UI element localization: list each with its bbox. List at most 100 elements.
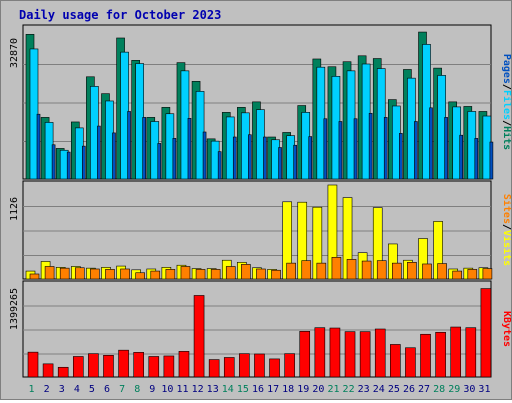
legend-entry: Hits (501, 126, 511, 150)
legend-entry: Files (501, 90, 511, 120)
bar-kbytes (72, 356, 84, 378)
day-label: 12 (192, 384, 204, 395)
bar-pages (217, 151, 222, 180)
bar-sites (301, 260, 312, 280)
bar-kbytes (163, 355, 175, 378)
bar-sites (74, 267, 85, 280)
bar-sites (452, 270, 463, 280)
bar-sites (361, 260, 372, 280)
day-label: 28 (433, 384, 445, 395)
bar-kbytes (193, 295, 205, 378)
legend-entry: / (501, 224, 511, 230)
bar-kbytes (284, 353, 295, 378)
bar-pages (474, 138, 479, 180)
y-max-label: 1399265 (9, 288, 20, 330)
bar-kbytes (420, 333, 431, 378)
bar-sites (180, 266, 191, 280)
bar-kbytes (208, 359, 220, 378)
bar-pages (399, 133, 403, 180)
bar-sites (29, 273, 40, 280)
bar-kbytes (314, 327, 326, 378)
day-label: 2 (44, 384, 50, 395)
day-label: 27 (418, 384, 430, 395)
day-label: 20 (312, 384, 324, 395)
legend-entry: Pages (501, 54, 511, 84)
bar-pages (232, 136, 237, 180)
bar-pages (338, 121, 343, 180)
bar-sites (195, 269, 206, 280)
bar-sites (407, 262, 417, 280)
bar-pages (202, 131, 207, 180)
bar-sites (392, 262, 402, 280)
day-label: 11 (176, 384, 188, 395)
day-label: 21 (327, 384, 339, 395)
bar-kbytes (27, 351, 39, 378)
bar-kbytes (57, 366, 69, 378)
bar-kbytes (118, 349, 129, 378)
bar-sites (90, 268, 100, 280)
legend-entry: / (501, 84, 511, 90)
bar-sites (44, 266, 55, 280)
bar-sites (376, 260, 387, 280)
bar-kbytes (435, 331, 446, 378)
day-label: 6 (104, 384, 110, 395)
bar-kbytes (178, 351, 190, 378)
bar-pages (248, 134, 252, 180)
bar-kbytes (344, 331, 356, 378)
bar-pages (459, 134, 464, 180)
day-label: 10 (161, 384, 173, 395)
day-label: 15 (237, 384, 249, 395)
bar-kbytes (480, 288, 492, 378)
bar-pages (157, 143, 162, 180)
bar-sites (241, 264, 251, 280)
bar-kbytes (465, 327, 477, 378)
day-label: 26 (403, 384, 415, 395)
legend: Sites/Visits (501, 194, 511, 266)
panel-kbytes: 1399265 KBytes (9, 280, 512, 378)
bar-kbytes (329, 327, 341, 378)
day-label: 25 (388, 384, 400, 395)
bar-sites (59, 267, 70, 280)
bar-pages (112, 132, 116, 180)
bar-pages (323, 118, 328, 180)
bar-pages (353, 118, 358, 180)
day-label: 7 (119, 384, 125, 395)
day-label: 8 (134, 384, 140, 395)
day-label: 4 (74, 384, 80, 395)
bar-sites (331, 256, 342, 280)
bar-sites (316, 262, 327, 280)
bar-kbytes (223, 357, 235, 378)
bar-sites (120, 268, 130, 280)
bar-pages (263, 136, 267, 180)
bar-sites (225, 266, 236, 280)
bar-pages (36, 113, 41, 180)
day-label: 14 (222, 384, 234, 395)
bar-sites (210, 269, 221, 280)
day-label: 17 (267, 384, 279, 395)
bar-pages (97, 125, 101, 180)
bar-sites (271, 269, 281, 280)
day-label: 3 (59, 384, 65, 395)
day-label: 23 (358, 384, 370, 395)
bar-kbytes (359, 331, 371, 378)
day-labels: 1 2 3 4 5 6 7 8 9 10 11 12 13 14 15 16 17 18 19 20 21 22 23 24 2… (29, 384, 491, 395)
bar-pages (444, 117, 448, 180)
bar-pages (293, 144, 297, 180)
y-max-label: 32870 (9, 38, 20, 68)
bar-kbytes (269, 358, 280, 378)
bar-sites (422, 263, 432, 280)
day-label: 16 (252, 384, 264, 395)
legend: Pages/Files/Hits (501, 54, 511, 150)
bar-sites (150, 270, 161, 280)
legend-entry: Sites (501, 194, 511, 224)
bar-sites (286, 262, 296, 280)
bar-pages (308, 136, 313, 180)
panel-visits-sites: 1126 Sites/Visits (9, 180, 512, 280)
legend-entry: KBytes (501, 311, 511, 347)
bar-sites (256, 268, 266, 280)
bar-kbytes (133, 352, 144, 378)
